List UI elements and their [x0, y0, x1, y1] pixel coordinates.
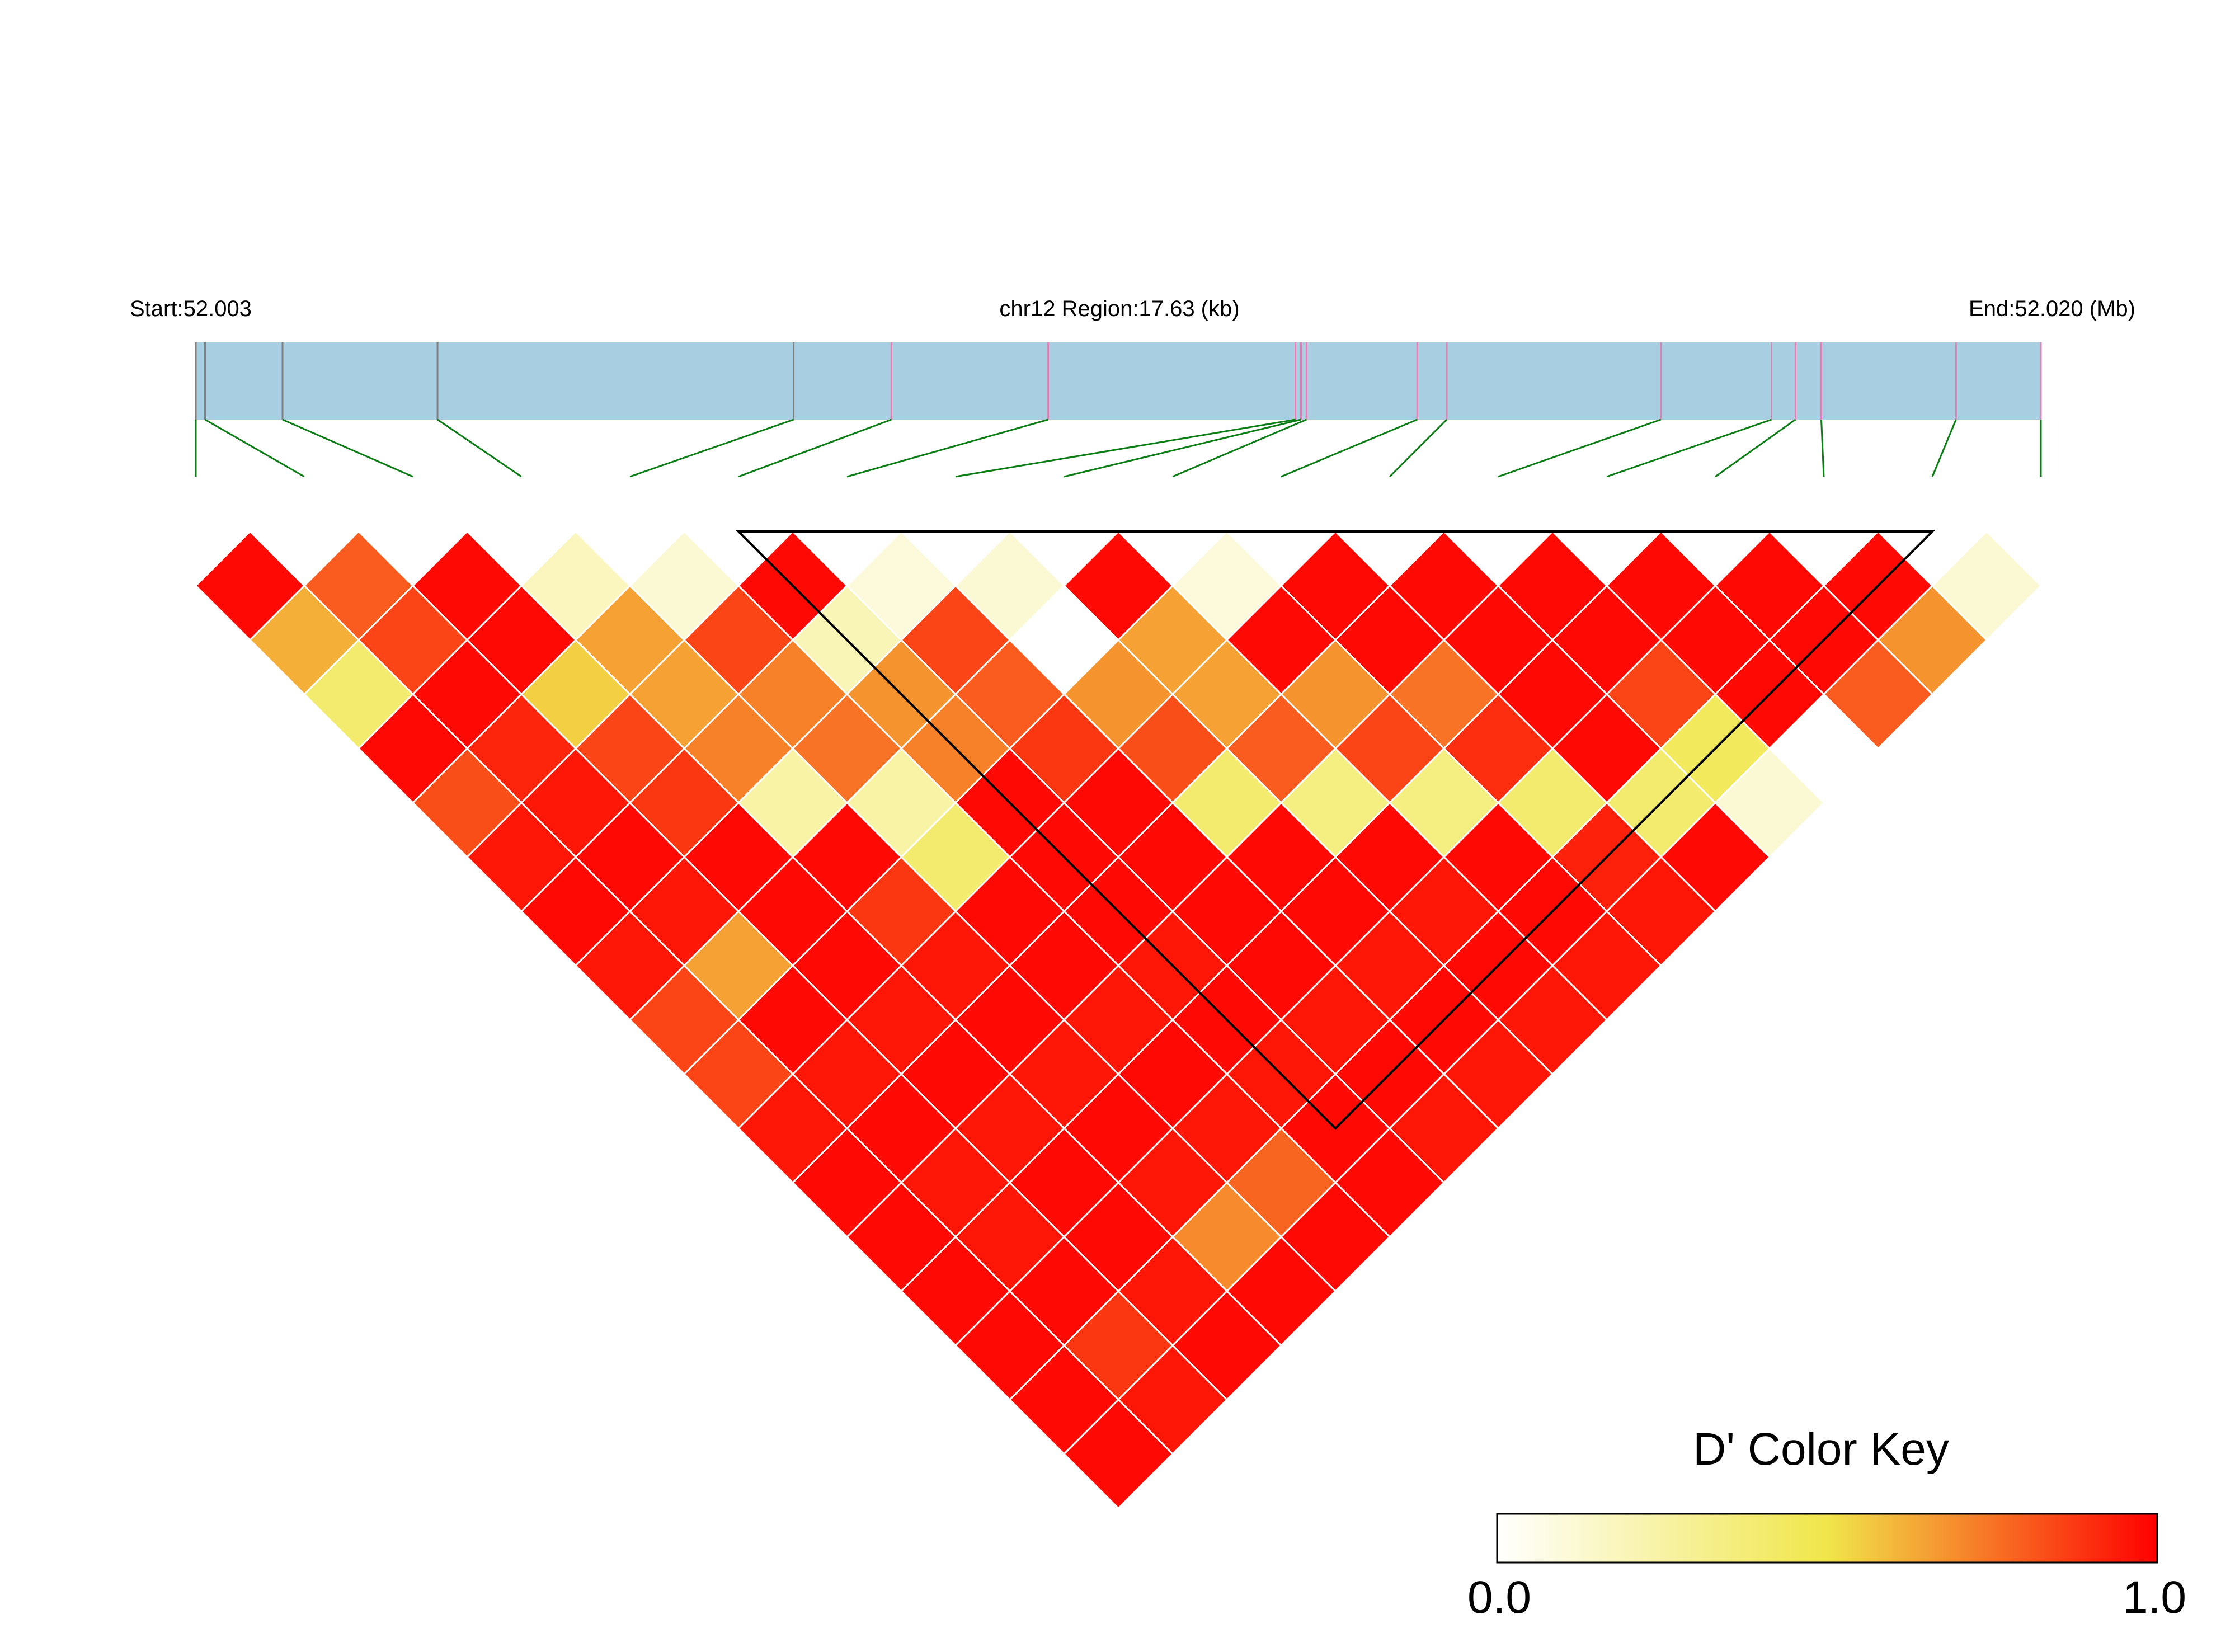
gene-track	[195, 342, 2042, 420]
ld-cell-1-18	[1062, 1398, 1174, 1510]
snp-connectors	[195, 418, 2042, 478]
snp-connector-16	[1820, 419, 1825, 477]
snp-connector-17	[1931, 419, 1957, 477]
snp-connector-9	[1064, 418, 1301, 478]
track-bar	[196, 342, 2041, 420]
region-center-label: chr12 Region:17.63 (kb)	[999, 296, 1239, 321]
snp-connector-8	[955, 418, 1296, 478]
haplotype-block	[736, 530, 1935, 1130]
snp-connector-15	[1715, 418, 1796, 478]
region-header: Start:52.003 chr12 Region:17.63 (kb) End…	[130, 296, 2135, 321]
snp-connector-7	[846, 418, 1049, 478]
snp-connector-3	[282, 418, 413, 478]
snp-connector-14	[1606, 418, 1772, 478]
snp-connector-11	[1281, 418, 1418, 478]
dprime-color-key: D' Color Key 0.0 1.0	[1467, 1424, 2186, 1623]
region-end-label: End:52.020 (Mb)	[1969, 296, 2135, 321]
snp-connector-2	[204, 418, 305, 478]
ld-cell-15-18	[1822, 638, 1934, 750]
snp-connector-12	[1389, 418, 1448, 478]
color-key-max-label: 1.0	[2123, 1572, 2186, 1623]
haplotype-block-outline	[736, 530, 1935, 1130]
snp-connector-4	[437, 418, 522, 478]
snp-connector-10	[1172, 418, 1307, 478]
color-key-min-label: 0.0	[1467, 1572, 1531, 1623]
snp-connector-13	[1498, 418, 1662, 478]
color-key-title: D' Color Key	[1693, 1424, 1949, 1475]
color-key-gradient-bar	[1496, 1513, 2158, 1564]
snp-connector-5	[629, 418, 794, 478]
snp-connector-6	[738, 418, 892, 478]
region-start-label: Start:52.003	[130, 296, 252, 321]
ld-matrix	[194, 530, 2043, 1510]
